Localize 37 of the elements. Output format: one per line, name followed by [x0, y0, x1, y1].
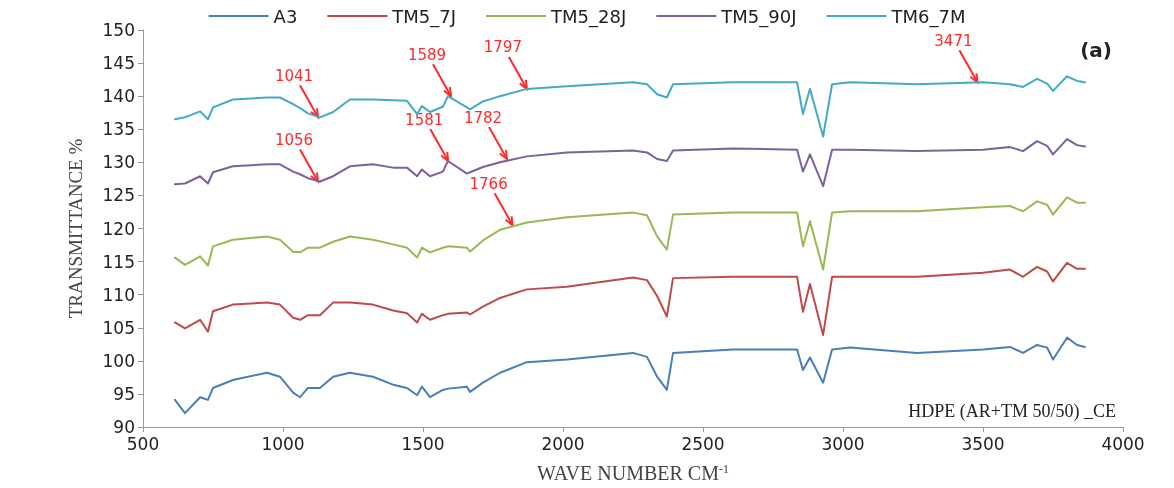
y-tick-label: 135	[102, 119, 135, 140]
line-series	[173, 196, 1086, 271]
x-tick-label: 1500	[401, 433, 445, 454]
x-tick-label: 3000	[821, 433, 865, 454]
x-tick-label: 4000	[1101, 433, 1145, 454]
legend-label: TM5_90J	[720, 5, 797, 28]
annotation: HDPE (AR+TM 50/50) _CE	[908, 401, 1117, 422]
annotation: 1589	[407, 45, 447, 64]
y-tick-label: 130	[102, 152, 135, 173]
line-series	[173, 261, 1086, 337]
y-tick-label: 140	[102, 86, 135, 107]
y-tick-label: 150	[102, 20, 135, 40]
annotation: (a)	[1080, 38, 1112, 62]
y-tick-label: 125	[102, 185, 135, 206]
legend-label: TM5_28J	[550, 5, 627, 28]
y-tick-label: 120	[102, 218, 135, 239]
annotation: 1041	[274, 66, 314, 85]
y-axis-title: TRANSMITTANCE %	[65, 138, 86, 319]
annotation: 1797	[483, 38, 522, 57]
y-tick-label: 105	[102, 317, 135, 338]
x-tick-label: 3500	[961, 433, 1005, 454]
legend-label: TM6_7M	[890, 5, 966, 28]
y-tick-label: 115	[102, 251, 135, 272]
annotation: 3471	[934, 31, 973, 50]
x-tick-label: 2000	[541, 433, 585, 454]
y-tick-label: 145	[102, 53, 135, 74]
annotation: 1056	[274, 131, 314, 150]
y-tick-label: 110	[102, 284, 135, 305]
annotation: 1782	[463, 108, 503, 127]
x-tick-label: 1000	[261, 433, 305, 454]
y-tick-label: 95	[113, 383, 135, 404]
annotation: 1766	[469, 174, 508, 193]
legend-label: TM5_7J	[391, 5, 457, 28]
y-tick-label: 100	[102, 350, 135, 371]
x-tick-label: 2500	[681, 433, 725, 454]
legend-label: A3	[273, 5, 298, 27]
annotation: 1581	[405, 110, 444, 129]
